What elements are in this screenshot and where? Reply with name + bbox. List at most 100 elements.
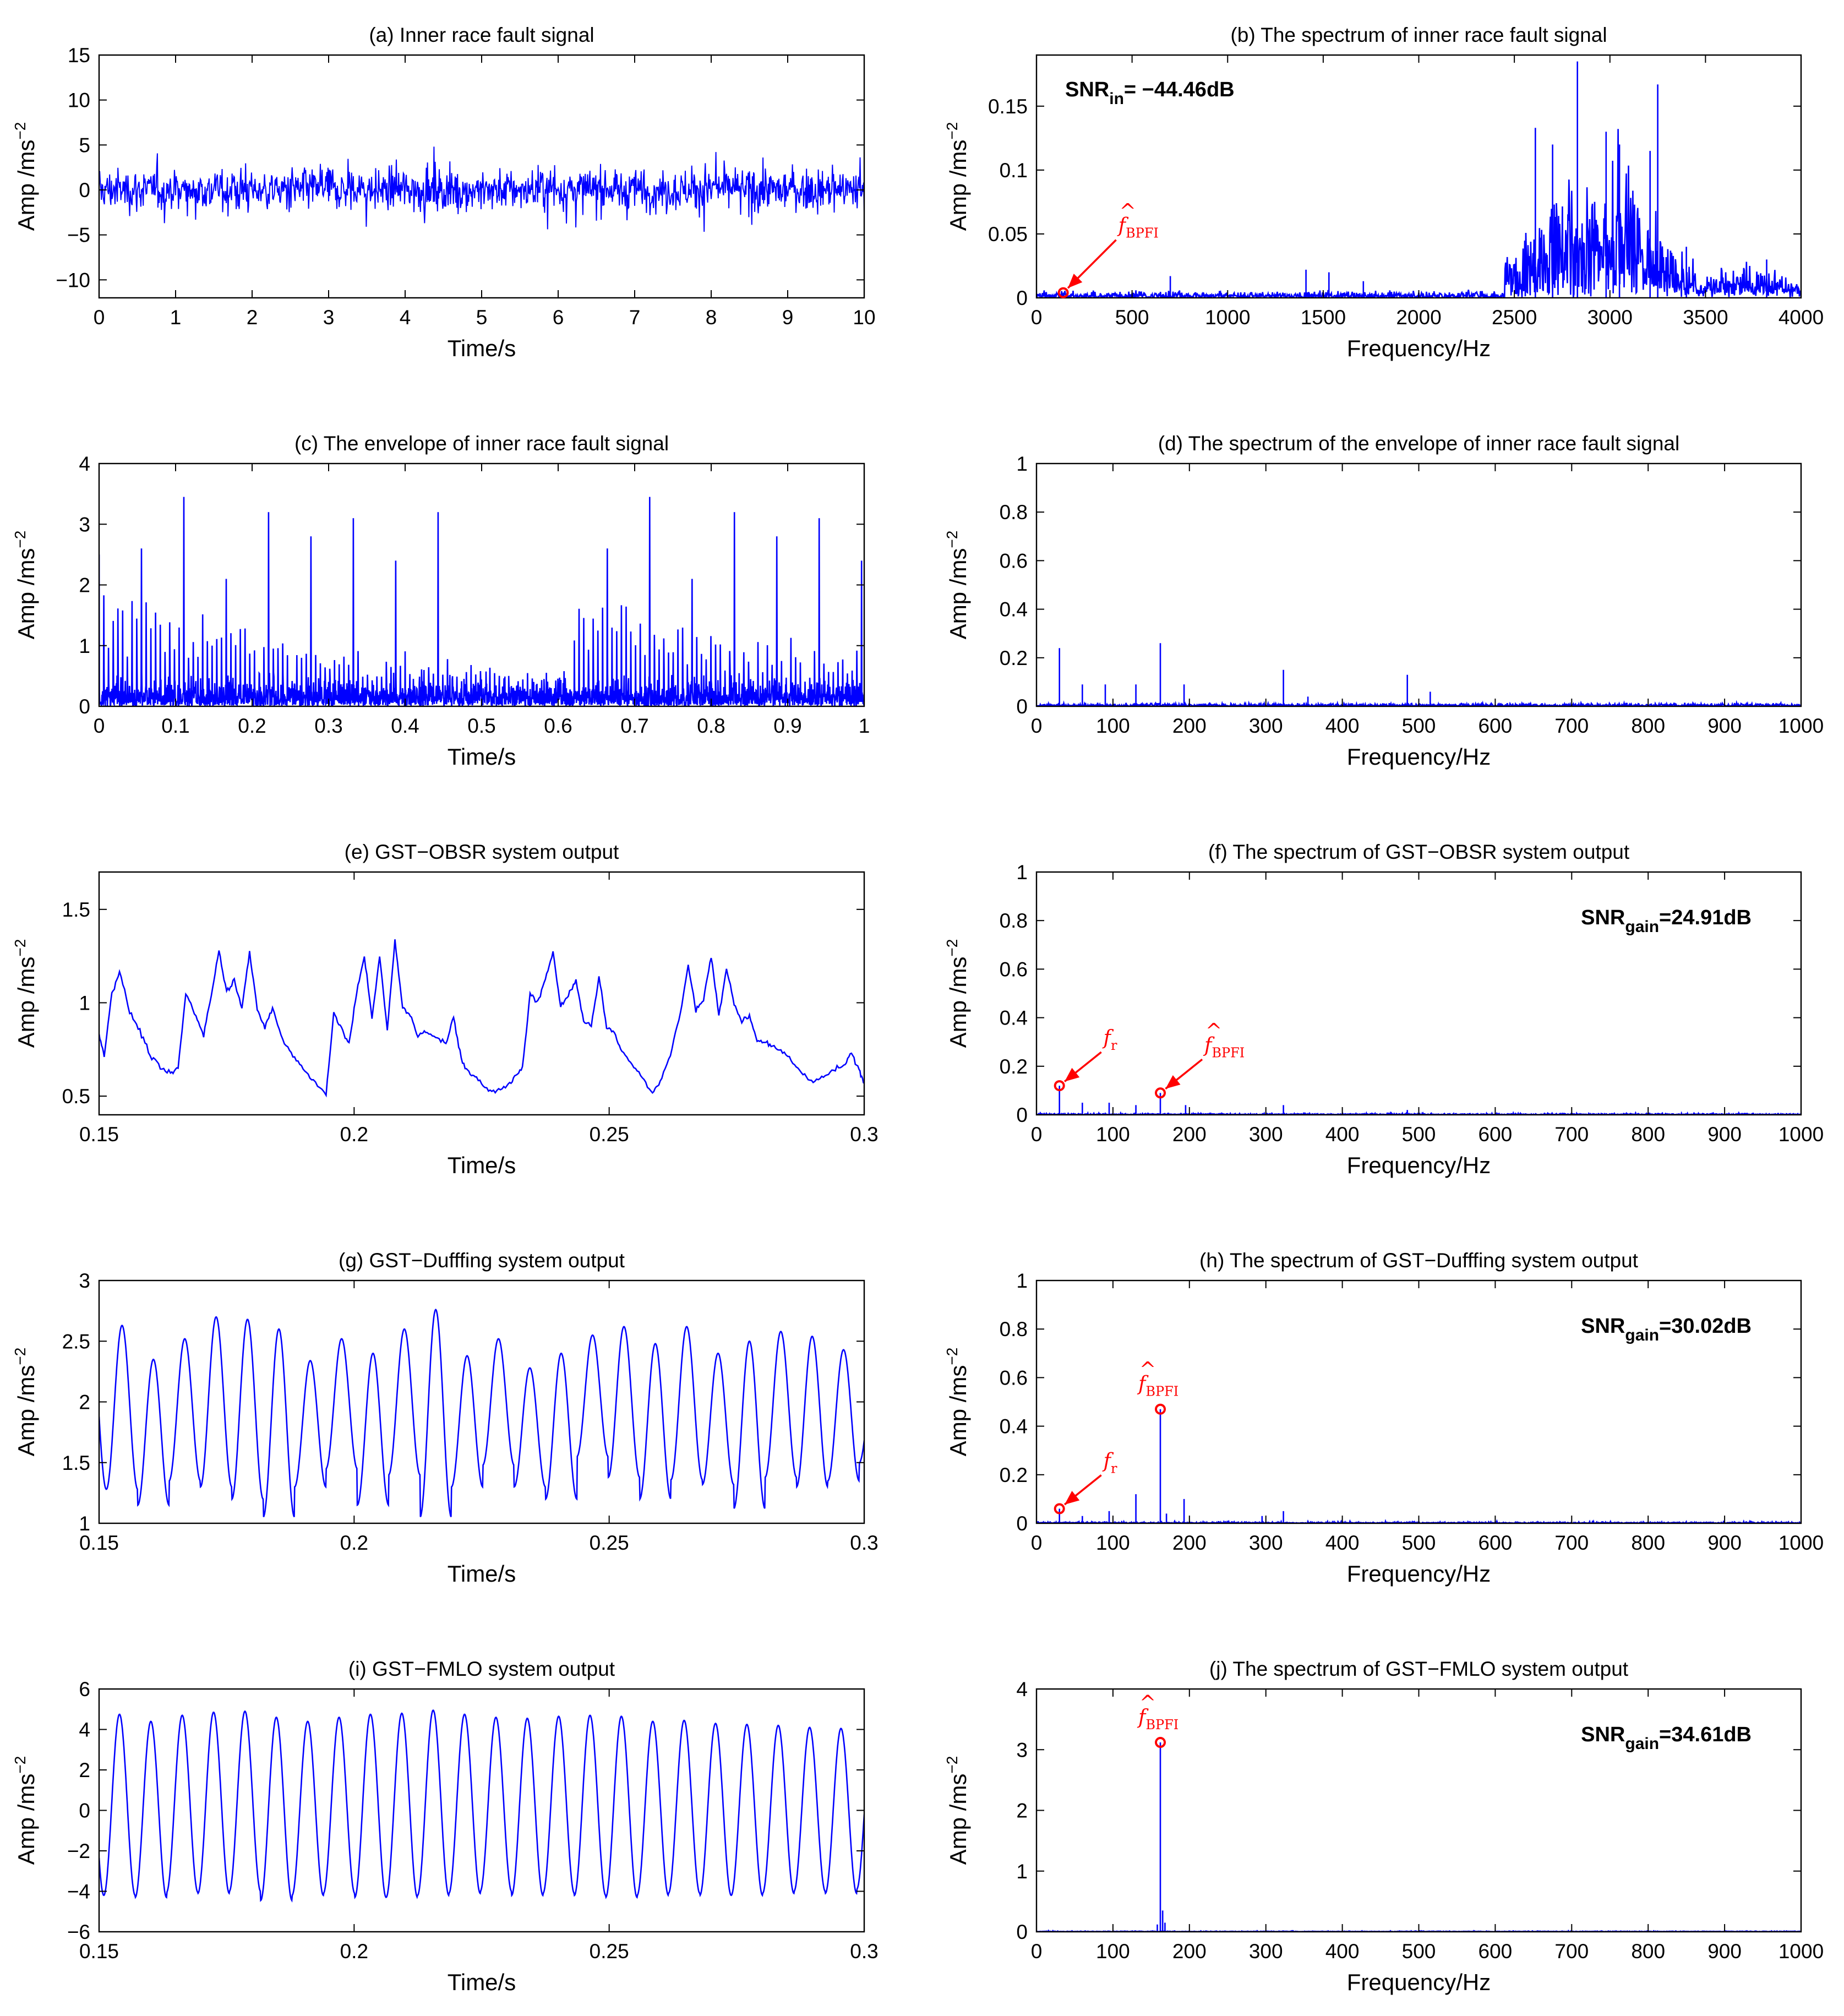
x-tick-label: 0.3 — [314, 715, 342, 737]
chart-title: (b) The spectrum of inner race fault sig… — [1230, 24, 1607, 46]
y-axis-label: Amp /ms−2 — [12, 531, 39, 640]
x-tick-label: 500 — [1115, 306, 1149, 329]
x-tick-label: 0.15 — [79, 1940, 119, 1963]
y-axis-label: Amp /ms−2 — [12, 1348, 39, 1457]
y-tick-label: 2.5 — [62, 1330, 90, 1353]
chart-title: (f) The spectrum of GST−OBSR system outp… — [1208, 841, 1630, 863]
annotation-label: fr — [1102, 1027, 1117, 1053]
x-tick-label: 0 — [1031, 1532, 1043, 1554]
y-tick-label: 1 — [1016, 1269, 1028, 1292]
axes-frame — [1035, 462, 1802, 707]
x-tick-label: 0.2 — [340, 1532, 368, 1554]
y-tick-label: 0.6 — [1000, 1366, 1028, 1389]
panel-g: (g) GST−Dufffing system output 0.15 0.2 0.2… — [12, 1249, 879, 1587]
x-tick-label: 900 — [1707, 1532, 1742, 1554]
x-tick-label: 100 — [1096, 1532, 1130, 1554]
x-tick-label: 400 — [1325, 1532, 1360, 1554]
panel-i: (i) GST−FMLO system output 0.15 0.2 0.25 0.3… — [12, 1658, 879, 1995]
peak-marker — [1057, 287, 1069, 298]
x-axis-label: Time/s — [448, 1561, 516, 1587]
y-tick-label: 1 — [79, 635, 90, 657]
x-tick-label: 1500 — [1301, 306, 1346, 329]
y-tick-label: 0.4 — [1000, 1007, 1028, 1029]
x-axis-label: Time/s — [448, 1152, 516, 1178]
x-tick-label: 800 — [1631, 1123, 1665, 1146]
y-tick-label: −4 — [67, 1881, 90, 1903]
x-tick-label: 300 — [1249, 715, 1283, 737]
peak-marker — [1155, 1087, 1166, 1099]
y-tick-label: 0 — [1016, 695, 1028, 718]
peak-marker — [1054, 1503, 1065, 1514]
y-tick-label: 0.1 — [1000, 159, 1028, 182]
x-tick-label: 900 — [1707, 1123, 1742, 1146]
series-line-g — [99, 1309, 864, 1518]
annotation-r: fr — [1054, 1450, 1117, 1514]
x-tick-label: 500 — [1402, 1940, 1436, 1963]
x-tick-label: 500 — [1402, 715, 1436, 737]
x-tick-label: 700 — [1554, 715, 1589, 737]
svg-text:^: ^ — [1139, 1359, 1156, 1381]
x-tick-label: 6 — [553, 306, 564, 329]
y-tick-label: 1.5 — [62, 898, 90, 921]
y-axis-label: Amp /ms−2 — [12, 122, 39, 231]
y-tick-label: 0 — [79, 695, 90, 718]
peak-marker — [1054, 1080, 1065, 1092]
panel-h: (h) The spectrum of GST−Dufffing system … — [943, 1249, 1824, 1587]
panel-d: (d) The spectrum of the envelope of inne… — [943, 432, 1824, 770]
x-tick-label: 0.1 — [161, 715, 189, 737]
x-tick-label: 2500 — [1492, 306, 1537, 329]
x-tick-label: 9 — [782, 306, 794, 329]
x-tick-label: 0.9 — [773, 715, 801, 737]
panel-f: (f) The spectrum of GST−OBSR system outp… — [943, 841, 1824, 1178]
y-tick-label: −2 — [67, 1840, 90, 1862]
x-tick-label: 0.7 — [620, 715, 648, 737]
x-tick-label: 400 — [1325, 715, 1360, 737]
x-tick-label: 0.3 — [850, 1123, 878, 1146]
x-tick-label: 0 — [1031, 1940, 1043, 1963]
x-tick-label: 10 — [853, 306, 875, 329]
x-tick-label: 1000 — [1778, 1123, 1824, 1146]
x-tick-label: 800 — [1631, 715, 1665, 737]
x-tick-label: 0.25 — [590, 1532, 629, 1554]
y-tick-label: 0.15 — [988, 95, 1028, 118]
x-tick-label: 0.25 — [590, 1940, 629, 1963]
y-tick-label: 0.8 — [1000, 501, 1028, 524]
x-tick-label: 0 — [1031, 715, 1043, 737]
svg-text:^: ^ — [1120, 200, 1136, 223]
y-tick-label: 0 — [1016, 287, 1028, 309]
y-tick-label: 1 — [1016, 861, 1028, 884]
chart-title: (j) The spectrum of GST−FMLO system outp… — [1209, 1658, 1629, 1680]
y-tick-label: 10 — [68, 89, 90, 112]
annotation-bpfi: fBPFI^ — [1057, 200, 1159, 298]
y-tick-label: 0 — [1016, 1512, 1028, 1535]
x-tick-label: 800 — [1631, 1532, 1665, 1554]
y-axis-label: Amp /ms−2 — [943, 531, 971, 640]
annotation-bpfi: fBPFI^ — [1155, 1020, 1245, 1099]
x-tick-label: 500 — [1402, 1532, 1436, 1554]
chart-title: (h) The spectrum of GST−Dufffing system … — [1199, 1249, 1639, 1272]
x-axis-label: Frequency/Hz — [1347, 1561, 1491, 1587]
x-tick-label: 3000 — [1587, 306, 1633, 329]
x-tick-label: 0.5 — [467, 715, 495, 737]
y-tick-label: 0.2 — [1000, 1464, 1028, 1486]
x-tick-label: 0.6 — [544, 715, 572, 737]
y-tick-label: 0 — [1016, 1921, 1028, 1943]
y-tick-label: −10 — [56, 269, 90, 291]
annotation-bpfi: fBPFI^ — [1137, 1692, 1179, 1748]
y-tick-label: 2 — [79, 1759, 90, 1781]
y-tick-label: 1 — [79, 991, 90, 1014]
snr-annotation: SNRgain=34.61dB — [1581, 1723, 1752, 1753]
annotation-label: fr — [1102, 1450, 1117, 1476]
x-axis-label: Time/s — [448, 1969, 516, 1995]
x-tick-label: 500 — [1402, 1123, 1436, 1146]
y-tick-label: 0 — [79, 179, 90, 201]
series-line-h — [1036, 1409, 1801, 1523]
x-tick-label: 0.15 — [79, 1532, 119, 1554]
x-tick-label: 200 — [1172, 1123, 1207, 1146]
x-axis-label: Time/s — [448, 335, 516, 361]
x-tick-label: 100 — [1096, 715, 1130, 737]
x-tick-label: 0 — [1031, 1123, 1043, 1146]
x-tick-label: 900 — [1707, 715, 1742, 737]
x-tick-label: 300 — [1249, 1123, 1283, 1146]
